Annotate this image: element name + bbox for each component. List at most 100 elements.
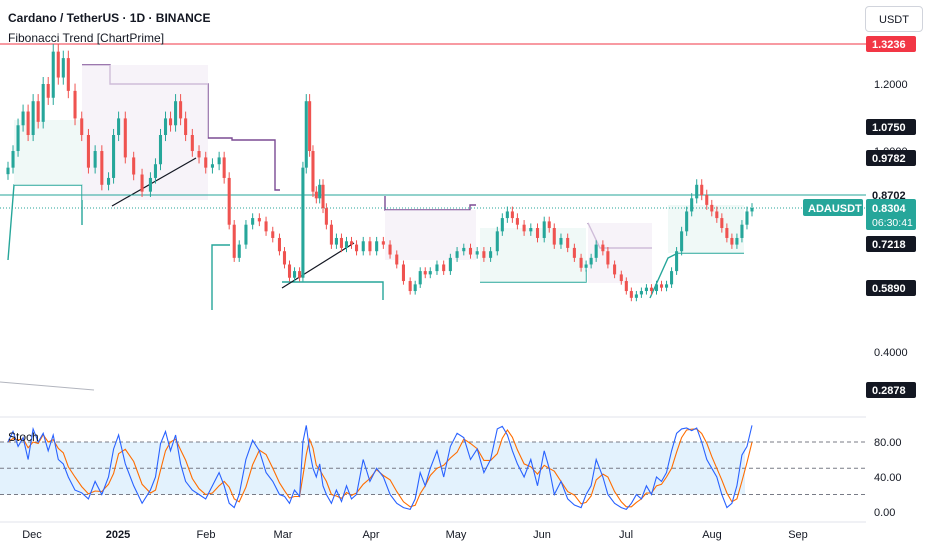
candle	[428, 271, 432, 275]
candle	[572, 247, 576, 258]
candle	[705, 195, 709, 205]
candle	[750, 208, 754, 212]
candle	[579, 257, 583, 268]
candle	[204, 157, 208, 168]
fib-zone	[668, 205, 744, 253]
candle	[324, 208, 328, 225]
candle	[21, 111, 25, 126]
trend-line	[281, 242, 355, 289]
candle	[644, 287, 648, 292]
time-tick-label: Aug	[702, 529, 722, 541]
symbol-badge	[803, 199, 863, 216]
grid	[0, 416, 866, 523]
candle	[86, 135, 90, 168]
stoch-tick-label: 80.00	[874, 437, 902, 449]
candle	[169, 118, 173, 126]
symbol-badge-label: ADAUSDT	[808, 203, 862, 215]
candle	[293, 271, 297, 278]
candle	[710, 204, 714, 212]
candle	[298, 271, 302, 278]
candle	[529, 228, 533, 232]
time-tick-label: May	[446, 529, 467, 541]
candle	[730, 237, 734, 245]
candle	[244, 224, 248, 245]
candle	[455, 251, 459, 258]
fibonacci-bands	[0, 64, 744, 391]
indicator-label[interactable]: Fibonacci Trend [ChartPrime]	[8, 31, 165, 45]
candle	[700, 184, 704, 196]
candle	[287, 264, 292, 278]
candle	[510, 211, 514, 219]
stoch-label[interactable]: Stoch	[8, 430, 39, 444]
candle	[601, 244, 605, 252]
candle	[314, 191, 318, 199]
candle	[56, 51, 60, 78]
candle	[80, 118, 84, 136]
candle	[435, 264, 439, 272]
candle	[6, 167, 10, 175]
stoch-k-line	[7, 425, 753, 511]
candle	[448, 257, 452, 272]
candle	[257, 218, 261, 222]
candle	[401, 264, 405, 282]
time-tick-label: Apr	[362, 529, 379, 541]
candle	[117, 118, 121, 136]
price-label: 1.0750	[872, 122, 906, 134]
candle	[685, 211, 689, 232]
candle	[301, 167, 305, 278]
candle	[619, 274, 623, 282]
fib-lower-band	[7, 184, 83, 261]
candle	[158, 135, 163, 165]
candle	[361, 241, 365, 252]
candle	[321, 184, 325, 209]
candle	[112, 135, 116, 178]
candle	[232, 224, 236, 258]
candle	[61, 58, 65, 78]
candle	[542, 221, 546, 238]
candle	[715, 211, 719, 219]
candle	[264, 221, 268, 232]
candle	[222, 157, 226, 178]
candle	[522, 224, 526, 232]
trend-line	[111, 157, 197, 207]
trend-line	[0, 381, 95, 391]
candle	[153, 164, 157, 178]
candle	[46, 84, 50, 98]
candle	[227, 177, 231, 225]
candle	[740, 224, 744, 238]
price-label: 0.9782	[872, 153, 906, 165]
time-tick-label: Dec	[22, 529, 42, 541]
candle	[123, 118, 127, 158]
fib-zone	[588, 223, 652, 283]
fib-lower-band	[211, 244, 230, 310]
candle	[639, 291, 643, 295]
candle	[408, 281, 412, 292]
price-label-box	[866, 150, 916, 166]
candle	[100, 151, 104, 185]
candle	[339, 237, 343, 248]
candle	[237, 244, 241, 258]
candle	[535, 228, 540, 238]
time-tick-label: Feb	[197, 529, 216, 541]
candle	[11, 151, 15, 168]
candle	[190, 135, 194, 152]
candle	[547, 221, 551, 229]
price-label-box	[866, 119, 916, 135]
currency-button[interactable]: USDT	[865, 6, 923, 32]
stoch-tick-label: 40.00	[874, 472, 902, 484]
time-axis: Dec 2025 Feb Mar Apr May Jun Jul Aug Sep	[22, 529, 808, 541]
candle	[606, 251, 610, 265]
candle	[148, 177, 152, 192]
candle	[334, 237, 338, 245]
candle	[423, 271, 427, 275]
candle	[665, 284, 669, 288]
candle	[308, 101, 312, 152]
candle	[73, 90, 77, 119]
candles	[6, 44, 754, 302]
candle	[594, 244, 598, 258]
candle	[475, 251, 479, 255]
candle	[282, 251, 287, 265]
candle	[442, 264, 446, 272]
